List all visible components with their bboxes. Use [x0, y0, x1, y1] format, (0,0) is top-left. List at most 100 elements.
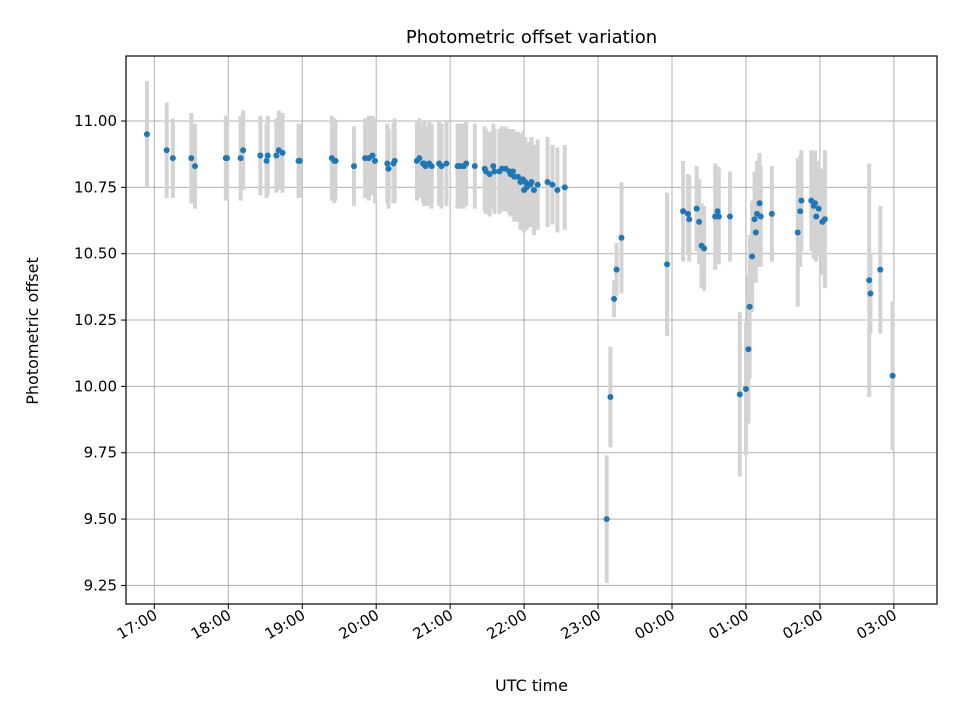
data-point [714, 208, 721, 215]
y-axis-label: Photometric offset [23, 257, 42, 405]
data-point [757, 213, 764, 220]
data-point [798, 197, 805, 204]
data-point [749, 253, 756, 260]
data-point [443, 160, 450, 167]
data-point [752, 229, 759, 236]
data-point [416, 155, 423, 162]
x-tick-label: 17:00 [114, 606, 160, 643]
x-tick-label: 20:00 [336, 606, 382, 643]
y-tick-label: 10.50 [74, 245, 117, 263]
data-point [715, 213, 722, 220]
data-point [192, 163, 199, 170]
data-point [296, 157, 303, 164]
data-point [534, 181, 541, 188]
data-point [486, 171, 493, 178]
data-point [821, 216, 828, 223]
data-point [611, 295, 618, 302]
data-point [768, 210, 775, 217]
data-point [686, 216, 693, 223]
data-point [463, 160, 470, 167]
data-point [263, 157, 270, 164]
data-point [685, 210, 692, 217]
data-point [680, 208, 687, 215]
data-point [471, 163, 478, 170]
x-tick-label: 03:00 [853, 606, 899, 643]
y-axis-ticks: 9.25 9.50 9.75 10.00 10.25 10.50 10.75 11.00 [74, 112, 126, 594]
data-point [332, 157, 339, 164]
data-point [169, 155, 176, 162]
data-point [544, 179, 551, 186]
data-point [794, 229, 801, 236]
data-point [143, 131, 150, 138]
data-point [815, 205, 822, 212]
data-point [696, 218, 703, 225]
x-tick-label: 22:00 [484, 606, 530, 643]
data-point [188, 155, 195, 162]
data-point [264, 152, 271, 159]
data-point [279, 149, 286, 156]
data-point [369, 152, 376, 159]
data-point [240, 147, 247, 154]
plot-area-frame [125, 55, 938, 605]
data-point [701, 245, 708, 252]
data-point [438, 163, 445, 170]
data-point [736, 391, 743, 398]
y-tick-label: 10.25 [74, 311, 117, 329]
data-point [618, 234, 625, 241]
data-point [530, 187, 537, 194]
data-point [491, 168, 498, 175]
data-point [607, 394, 614, 401]
data-point [561, 184, 568, 191]
data-point [528, 179, 535, 186]
data-point [490, 163, 497, 170]
x-tick-label: 02:00 [779, 606, 825, 643]
data-points [143, 131, 896, 523]
data-point [726, 213, 733, 220]
x-axis-label: UTC time [495, 676, 568, 695]
x-tick-label: 00:00 [632, 606, 678, 643]
data-point [742, 386, 749, 393]
x-tick-label: 21:00 [410, 606, 456, 643]
data-point [273, 152, 280, 159]
data-point [371, 157, 378, 164]
data-point [237, 155, 244, 162]
data-point [603, 516, 610, 523]
data-point [385, 165, 392, 172]
data-point [428, 163, 435, 170]
data-point [510, 168, 517, 175]
y-tick-label: 10.00 [74, 377, 117, 395]
x-tick-label: 23:00 [558, 606, 604, 643]
y-tick-label: 9.75 [84, 444, 117, 462]
y-tick-label: 10.75 [74, 178, 117, 196]
data-point [745, 346, 752, 353]
data-point [889, 372, 896, 379]
data-point [751, 216, 758, 223]
data-point [224, 155, 231, 162]
data-point [384, 160, 391, 167]
data-point [257, 152, 264, 159]
data-point [391, 157, 398, 164]
data-point [867, 290, 874, 297]
data-point [514, 173, 521, 180]
data-point [877, 266, 884, 273]
data-point [813, 213, 820, 220]
x-tick-label: 01:00 [706, 606, 752, 643]
data-point [613, 266, 620, 273]
data-point [549, 181, 556, 188]
data-point [811, 200, 818, 207]
y-tick-label: 11.00 [74, 112, 117, 130]
data-point [693, 205, 700, 212]
y-tick-label: 9.25 [84, 576, 117, 594]
data-point [554, 187, 561, 194]
x-tick-label: 19:00 [262, 606, 308, 643]
data-point [797, 208, 804, 215]
data-point [866, 277, 873, 284]
data-point [746, 303, 753, 310]
data-point [756, 200, 763, 207]
y-tick-label: 9.50 [84, 510, 117, 528]
x-axis-ticks: 17:00 18:00 19:00 20:00 21:00 22:00 23:00 00:00… [114, 604, 900, 643]
data-point [163, 147, 170, 154]
chart-title: Photometric offset variation [406, 27, 657, 48]
data-point [664, 261, 671, 268]
